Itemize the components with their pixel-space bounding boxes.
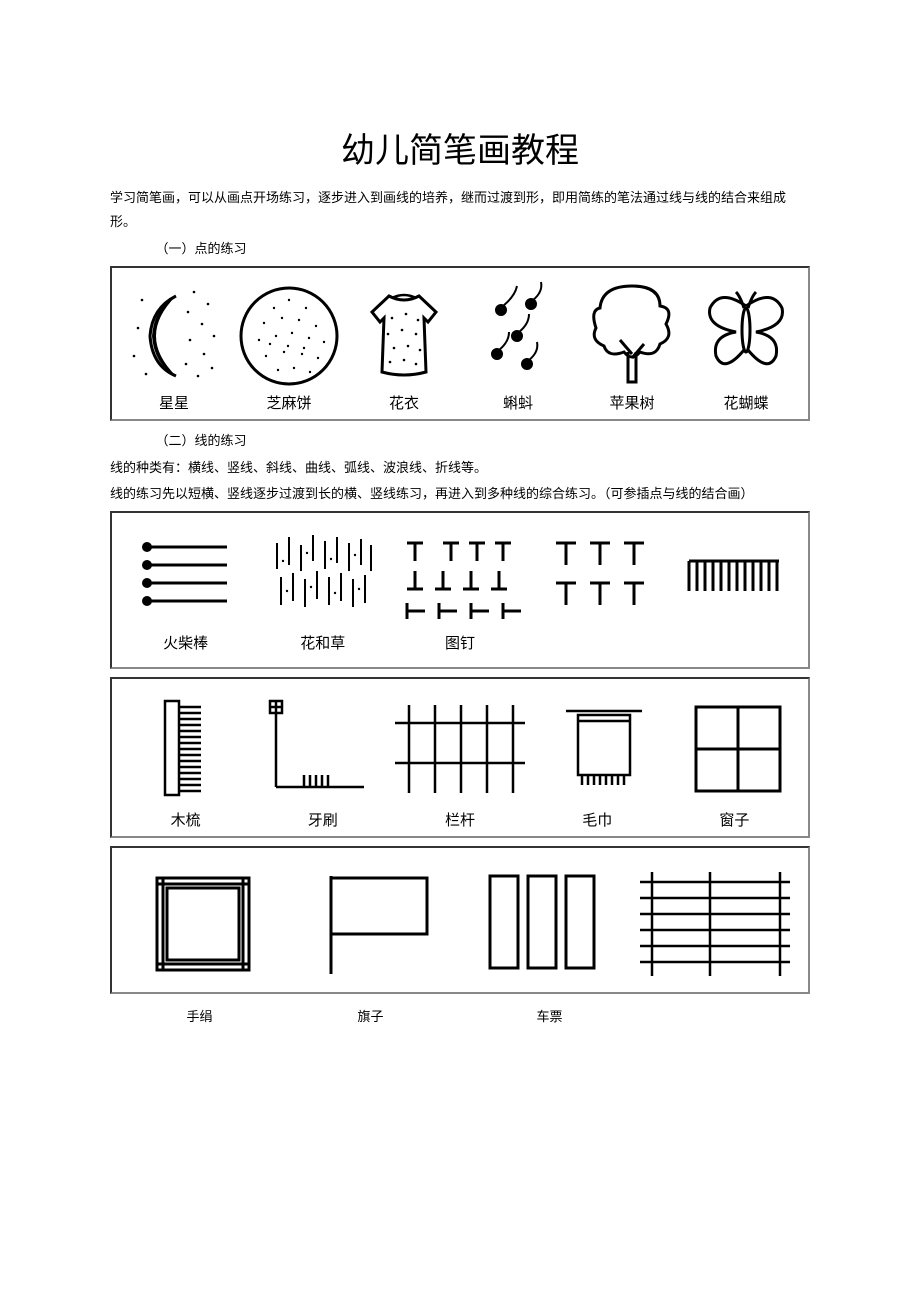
figure-4-captions: 手绢 旗子 车票 [110, 1002, 810, 1025]
intro-paragraph: 学习简笔画，可以从画点开场练习，逐步进入到画线的培养，继而过渡到形，即用简练的笔… [110, 186, 810, 235]
drawing-butterfly [696, 278, 796, 388]
cell-toothbrush [253, 693, 380, 803]
drawing-tree [582, 278, 682, 388]
caption-tadpole: 蝌蚪 [503, 392, 533, 413]
drawing-window [682, 693, 792, 803]
cell-comb-small [669, 531, 800, 626]
cell-grass [257, 531, 388, 626]
caption-window: 窗子 [669, 809, 800, 830]
caption-towel: 毛巾 [532, 809, 663, 830]
cell-butterfly: 花蝴蝶 [692, 278, 800, 413]
cell-cookie: 芝麻饼 [234, 278, 344, 413]
figure-1-row: 星星 芝麻饼 [120, 278, 800, 413]
caption-cookie: 芝麻饼 [266, 392, 311, 413]
cell-fence [385, 693, 535, 803]
caption-butterfly: 花蝴蝶 [723, 392, 768, 413]
cell-shelf [630, 862, 800, 982]
caption-tickets: 车票 [452, 1006, 647, 1025]
drawing-hanky [137, 862, 267, 982]
cell-stars: 星星 [120, 278, 228, 413]
section-2-p2: 线的练习先以短横、竖线逐步过渡到长的横、竖线练习，再进入到多种线的综合练习。（可… [110, 482, 810, 507]
caption-tacks: 图钉 [394, 632, 525, 653]
caption-tree: 苹果树 [609, 392, 654, 413]
figure-1: 星星 芝麻饼 [110, 266, 810, 421]
cell-matches [120, 531, 251, 626]
caption-hanky: 手绢 [110, 1006, 289, 1025]
drawing-comb [143, 693, 223, 803]
drawing-fence [385, 693, 535, 803]
drawing-stars [124, 278, 224, 388]
cell-flag [290, 862, 454, 982]
drawing-toothbrush [256, 693, 376, 803]
figure-2-row [120, 531, 800, 626]
cell-towel [541, 693, 668, 803]
caption-matches: 火柴棒 [120, 632, 251, 653]
drawing-towel [554, 693, 654, 803]
drawing-tickets [472, 862, 612, 982]
caption-grass: 花和草 [257, 632, 388, 653]
figure-2: 火柴棒 花和草 图钉 [110, 511, 810, 669]
caption-fence: 栏杆 [394, 809, 525, 830]
caption-blank1 [532, 632, 663, 653]
drawing-flag [297, 862, 447, 982]
caption-shelf [647, 1006, 810, 1025]
cell-comb [120, 693, 247, 803]
section-1-heading: （一）点的练习 [110, 237, 810, 262]
caption-dress: 花衣 [389, 392, 419, 413]
cell-hanky [120, 862, 284, 982]
figure-3: 木梳 牙刷 栏杆 毛巾 窗子 [110, 677, 810, 838]
drawing-matches [131, 531, 241, 626]
cell-window [674, 693, 801, 803]
caption-comb: 木梳 [120, 809, 251, 830]
figure-3-captions: 木梳 牙刷 栏杆 毛巾 窗子 [120, 805, 800, 830]
caption-blank2 [669, 632, 800, 653]
section-2-p1: 线的种类有：横线、竖线、斜线、曲线、弧线、波浪线、折线等。 [110, 456, 810, 481]
drawing-grass [263, 531, 383, 626]
cell-dress: 花衣 [350, 278, 458, 413]
caption-flag: 旗子 [289, 1006, 452, 1025]
drawing-tacks-1 [395, 531, 525, 626]
section-2-heading: （二）线的练习 [110, 429, 810, 454]
cell-tickets [460, 862, 624, 982]
caption-stars: 星星 [159, 392, 189, 413]
caption-toothbrush: 牙刷 [257, 809, 388, 830]
cell-tacks-1 [394, 531, 525, 626]
figure-3-row [120, 693, 800, 803]
cell-tadpole: 蝌蚪 [464, 278, 572, 413]
drawing-tacks-2 [542, 531, 652, 626]
drawing-dress [354, 278, 454, 388]
page-title: 幼儿简笔画教程 [110, 123, 810, 172]
drawing-tadpole [473, 278, 563, 388]
cell-tacks-2 [532, 531, 663, 626]
drawing-comb-small [679, 531, 789, 626]
figure-2-captions: 火柴棒 花和草 图钉 [120, 628, 800, 653]
page: 幼儿简笔画教程 学习简笔画，可以从画点开场练习，逐步进入到画线的培养，继而过渡到… [0, 0, 920, 1067]
figure-4-row [120, 862, 800, 982]
drawing-cookie [234, 278, 344, 388]
figure-4 [110, 846, 810, 994]
drawing-shelf [630, 862, 800, 982]
cell-tree: 苹果树 [578, 278, 686, 413]
